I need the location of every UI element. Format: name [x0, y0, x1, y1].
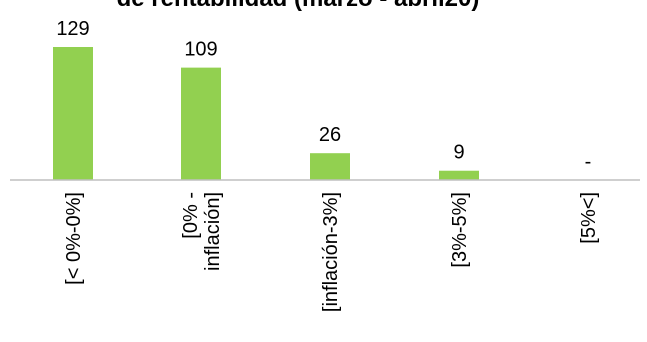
tick-label-1: [0% - inflación] [180, 192, 224, 271]
tick-label-2: [inflación-3%] [320, 192, 342, 312]
tick-label-2-line-0: [inflación-3%] [320, 192, 342, 312]
tick-label-3-line-0: [3%-5%] [449, 192, 471, 268]
tick-labels-layer: [< 0%-0%] [0% - inflación] [inflación-3%] [3… [63, 192, 600, 312]
data-label-2: 26 [319, 124, 341, 146]
data-labels-layer: 129 109 26 9 - [56, 18, 591, 173]
tick-label-0: [< 0%-0%] [63, 192, 85, 285]
tick-label-0-line-0: [< 0%-0%] [63, 192, 85, 285]
tick-label-4-line-0: [5%<] [578, 192, 600, 244]
tick-label-1-line-0: [0% - [180, 192, 202, 239]
bar-2 [310, 153, 350, 180]
tick-label-3: [3%-5%] [449, 192, 471, 268]
data-label-3: 9 [453, 142, 464, 164]
bar-0 [53, 47, 93, 180]
tick-label-1-line-1: inflación] [202, 192, 224, 271]
bar-3 [439, 170, 479, 180]
chart-title: de rentabilidad (marzo - abril20) [117, 0, 480, 12]
bars-layer [53, 47, 479, 180]
tick-label-4: [5%<] [578, 192, 600, 244]
bar-1 [181, 67, 221, 180]
data-label-0: 129 [56, 18, 89, 40]
data-label-1: 109 [184, 39, 217, 61]
data-label-4: - [585, 151, 592, 173]
